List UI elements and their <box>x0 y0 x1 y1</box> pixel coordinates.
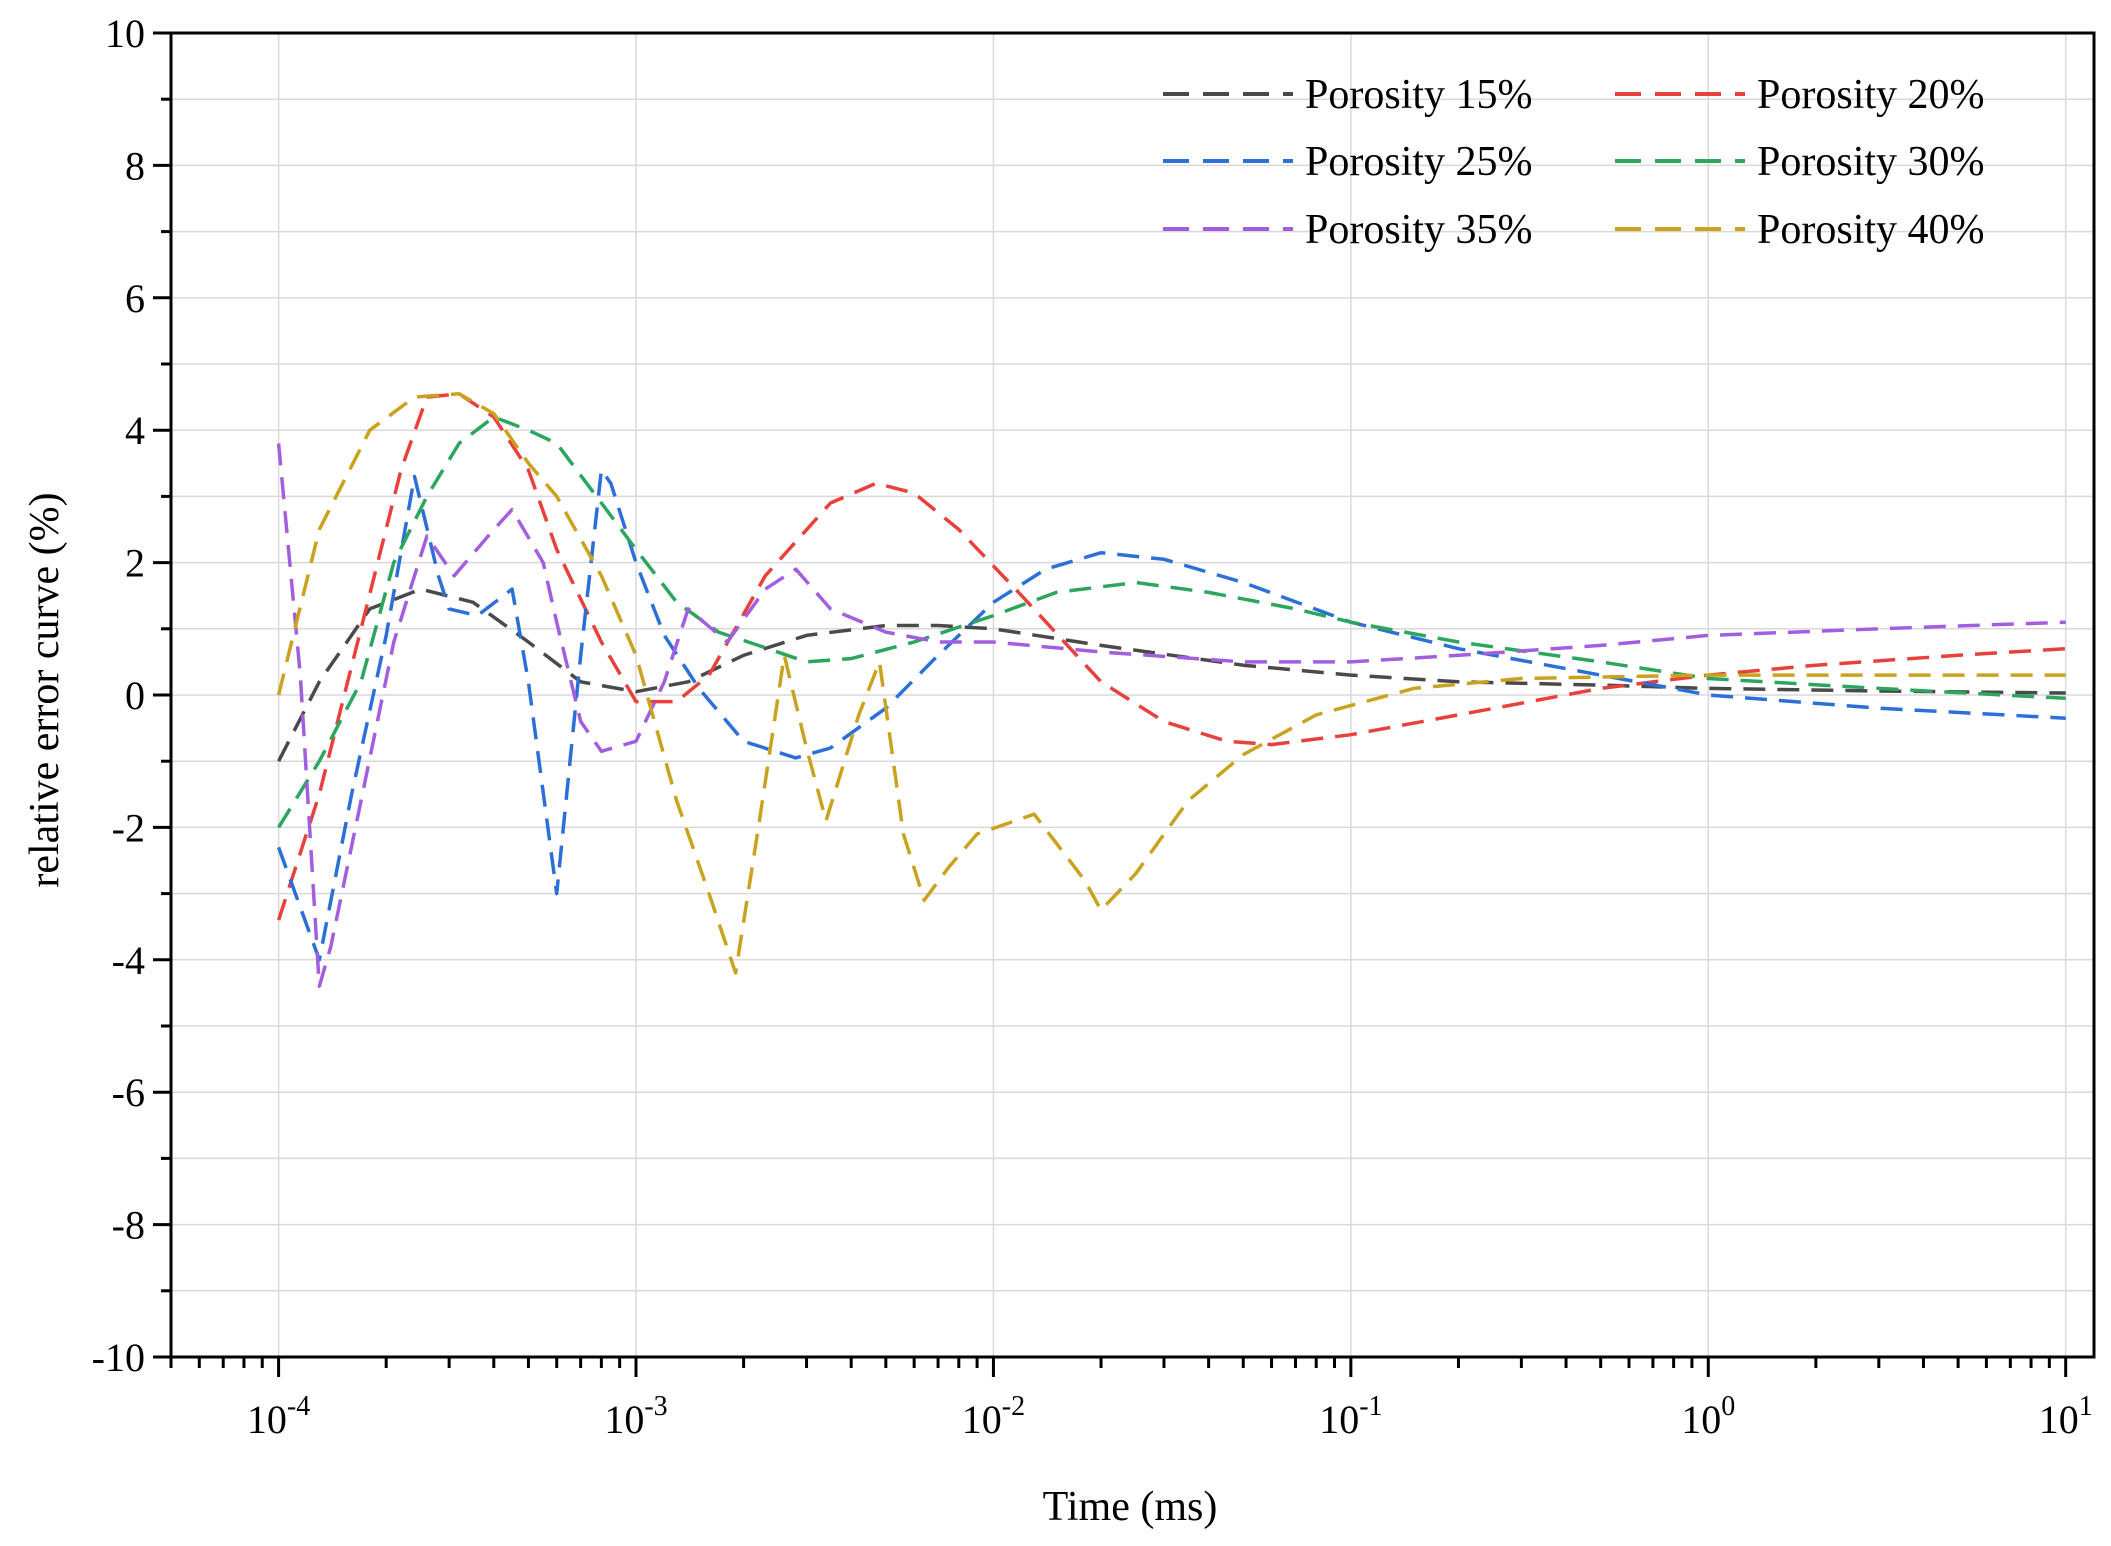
x-tick-base: 10 <box>247 1397 287 1442</box>
legend-label: Porosity 15% <box>1305 72 1533 118</box>
y-tick-label: 8 <box>125 143 145 188</box>
x-tick-label: 10-2 <box>962 1391 1025 1442</box>
y-tick-label: 2 <box>125 541 145 586</box>
x-tick-exponent: -2 <box>1002 1391 1025 1422</box>
x-tick-label: 100 <box>1681 1391 1735 1442</box>
x-axis-title: Time (ms) <box>1043 1484 1218 1530</box>
y-tick-label: -4 <box>112 938 145 983</box>
x-tick-labels: 10-4 10-3 10-2 10-1 100 101 <box>247 1391 2093 1442</box>
x-tick-label: 101 <box>2039 1391 2093 1442</box>
x-tick-base: 10 <box>1319 1397 1359 1442</box>
series-line <box>277 415 2066 829</box>
x-tick-base: 10 <box>962 1397 1002 1442</box>
legend-label: Porosity 30% <box>1757 139 1985 185</box>
y-tick-label: 0 <box>125 673 145 718</box>
grid-lines <box>171 33 2094 1357</box>
x-tick-label: 10-1 <box>1319 1391 1382 1442</box>
legend-label: Porosity 35% <box>1305 207 1533 253</box>
x-tick-exponent: 0 <box>1721 1391 1735 1422</box>
series-line <box>276 392 2066 975</box>
legend-label: Porosity 20% <box>1757 72 1985 118</box>
y-tick-label: -8 <box>112 1203 145 1248</box>
x-tick-base: 10 <box>604 1397 644 1442</box>
y-axis-title: relative error curve (%) <box>22 492 68 887</box>
series-line <box>276 468 2066 962</box>
legend-label: Porosity 25% <box>1305 139 1533 185</box>
x-tick-exponent: -4 <box>287 1391 310 1422</box>
x-tick-exponent: -3 <box>644 1391 667 1422</box>
axis-ticks <box>153 31 2068 1377</box>
series-line <box>276 443 2066 989</box>
y-tick-label: 6 <box>125 276 145 321</box>
legend: Porosity 15% Porosity 20% Porosity 25% Poro… <box>1163 72 1985 253</box>
y-tick-label: -6 <box>112 1070 145 1115</box>
y-tick-label: -2 <box>112 805 145 850</box>
legend-label: Porosity 40% <box>1757 207 1985 253</box>
series-line <box>276 392 2066 921</box>
y-tick-label: 10 <box>105 11 145 56</box>
series-line <box>277 587 2066 762</box>
x-tick-label: 10-4 <box>247 1391 310 1442</box>
series-lines <box>276 392 2066 989</box>
y-tick-label: -10 <box>92 1335 145 1380</box>
x-tick-base: 10 <box>1681 1397 1721 1442</box>
y-tick-label: 4 <box>125 408 145 453</box>
x-tick-base: 10 <box>2039 1397 2079 1442</box>
x-tick-label: 10-3 <box>604 1391 667 1442</box>
x-tick-exponent: -1 <box>1359 1391 1382 1422</box>
y-tick-labels: -10 -8 -6 -4 -2 0 2 4 6 8 10 <box>92 11 145 1380</box>
x-tick-exponent: 1 <box>2079 1391 2093 1422</box>
